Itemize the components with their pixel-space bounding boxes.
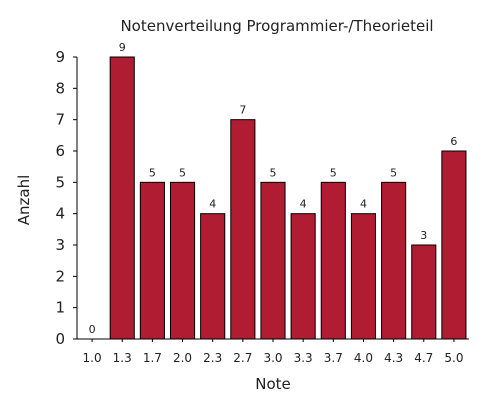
bar <box>350 213 377 340</box>
data-label: 9 <box>119 41 126 54</box>
bar <box>260 181 286 340</box>
bar <box>109 56 135 340</box>
y-tick-label: 1 <box>55 299 65 317</box>
data-label: 5 <box>330 166 337 179</box>
x-tick-label: 1.3 <box>113 351 132 365</box>
data-label: 5 <box>149 166 156 179</box>
y-tick-label: 7 <box>55 111 65 129</box>
y-axis-label: Anzahl <box>15 175 33 226</box>
bar <box>200 213 226 340</box>
bar <box>381 181 407 340</box>
bar <box>169 181 196 340</box>
bar <box>230 119 256 340</box>
data-label: 0 <box>89 323 96 336</box>
y-tick-label: 3 <box>55 236 65 254</box>
y-tick-label: 6 <box>55 142 65 160</box>
data-label: 7 <box>239 104 246 117</box>
data-label: 5 <box>179 166 186 179</box>
x-tick-label: 4.7 <box>414 351 433 365</box>
x-tick-label: 5.0 <box>444 351 463 365</box>
x-tick-label: 3.3 <box>294 351 313 365</box>
data-label: 4 <box>300 198 307 211</box>
data-label: 4 <box>360 198 367 211</box>
bar <box>320 181 346 340</box>
y-tick-label: 0 <box>55 330 65 348</box>
x-axis-label: Note <box>255 375 291 393</box>
data-label: 4 <box>209 198 216 211</box>
bar <box>290 213 316 340</box>
x-tick-label: 4.0 <box>354 351 373 365</box>
data-label: 6 <box>450 135 457 148</box>
y-tick-label: 9 <box>55 48 65 66</box>
x-tick-label: 2.7 <box>233 351 252 365</box>
x-tick-label: 1.7 <box>143 351 162 365</box>
data-label: 5 <box>270 166 277 179</box>
bar <box>411 244 437 340</box>
bar <box>139 181 165 340</box>
bar <box>441 150 467 340</box>
y-tick-label: 5 <box>55 173 65 191</box>
y-tick-label: 8 <box>55 79 65 97</box>
plot-area: 0 1 2 3 4 5 6 7 8 9 1.0 0 1.3 9 1.7 5 2.0 5 2.3 4 2.7 7 3.0 5 3.… <box>55 41 469 365</box>
x-tick-label: 4.3 <box>384 351 403 365</box>
x-tick-label: 2.0 <box>173 351 192 365</box>
y-tick-label: 2 <box>55 267 65 285</box>
x-tick-label: 2.3 <box>203 351 222 365</box>
x-tick-label: 3.0 <box>263 351 282 365</box>
data-label: 3 <box>420 229 427 242</box>
chart-title: Notenverteilung Programmier-/Theorieteil <box>120 17 433 35</box>
x-tick-label: 3.7 <box>324 351 343 365</box>
data-label: 5 <box>390 166 397 179</box>
y-tick-label: 4 <box>55 205 65 223</box>
x-tick-label: 1.0 <box>83 351 102 365</box>
